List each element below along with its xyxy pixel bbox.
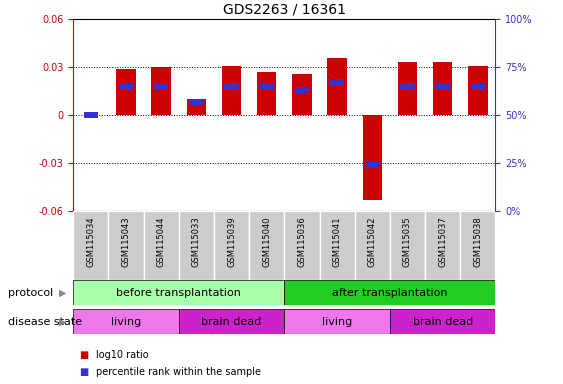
Bar (257, 72, 276, 115)
Bar (320, 211, 355, 280)
Bar (330, 79, 344, 86)
Bar (151, 67, 171, 115)
Bar (73, 309, 179, 334)
Bar (425, 211, 461, 280)
Text: GSM115040: GSM115040 (262, 217, 271, 267)
Text: ▶: ▶ (59, 288, 66, 298)
Text: brain dead: brain dead (202, 316, 262, 327)
Bar (179, 309, 284, 334)
Bar (471, 83, 485, 89)
Text: percentile rank within the sample: percentile rank within the sample (96, 367, 261, 377)
Text: GSM115041: GSM115041 (333, 217, 342, 267)
Bar (365, 162, 379, 168)
Bar (461, 211, 495, 280)
Text: GSM115039: GSM115039 (227, 217, 236, 267)
Bar (468, 66, 488, 115)
Bar (390, 309, 495, 334)
Bar (144, 211, 179, 280)
Bar (433, 63, 452, 115)
Text: GSM115035: GSM115035 (403, 217, 412, 267)
Bar (284, 211, 320, 280)
Bar (108, 211, 144, 280)
Bar (284, 309, 390, 334)
Text: ■: ■ (79, 350, 88, 360)
Bar (328, 58, 347, 115)
Bar (117, 69, 136, 115)
Bar (214, 211, 249, 280)
Text: GSM115033: GSM115033 (192, 217, 201, 268)
Text: brain dead: brain dead (413, 316, 473, 327)
Bar (84, 112, 98, 118)
Text: GSM115034: GSM115034 (86, 217, 95, 267)
Bar (363, 115, 382, 200)
Bar (284, 280, 495, 305)
Bar (249, 211, 284, 280)
Bar (73, 211, 108, 280)
Bar (436, 83, 450, 89)
Text: after transplantation: after transplantation (332, 288, 448, 298)
Bar (295, 87, 309, 93)
Text: ▶: ▶ (59, 316, 66, 327)
Text: GSM115043: GSM115043 (122, 217, 131, 267)
Bar (398, 63, 417, 115)
Text: log10 ratio: log10 ratio (96, 350, 148, 360)
Text: GSM115036: GSM115036 (297, 217, 306, 268)
Bar (119, 83, 133, 89)
Bar (225, 83, 239, 89)
Bar (187, 99, 206, 115)
Bar (355, 211, 390, 280)
Text: disease state: disease state (8, 316, 83, 327)
Text: living: living (111, 316, 141, 327)
Title: GDS2263 / 16361: GDS2263 / 16361 (223, 3, 346, 17)
Bar (292, 74, 311, 115)
Text: protocol: protocol (8, 288, 53, 298)
Bar (260, 83, 274, 89)
Text: GSM115042: GSM115042 (368, 217, 377, 267)
Bar (400, 83, 414, 89)
Text: living: living (322, 316, 352, 327)
Bar (73, 280, 284, 305)
Bar (189, 99, 203, 105)
Text: ■: ■ (79, 367, 88, 377)
Bar (179, 211, 214, 280)
Bar (222, 66, 241, 115)
Text: GSM115038: GSM115038 (473, 217, 482, 268)
Text: before transplantation: before transplantation (117, 288, 241, 298)
Text: GSM115044: GSM115044 (157, 217, 166, 267)
Bar (390, 211, 425, 280)
Bar (154, 83, 168, 89)
Text: GSM115037: GSM115037 (438, 217, 447, 268)
